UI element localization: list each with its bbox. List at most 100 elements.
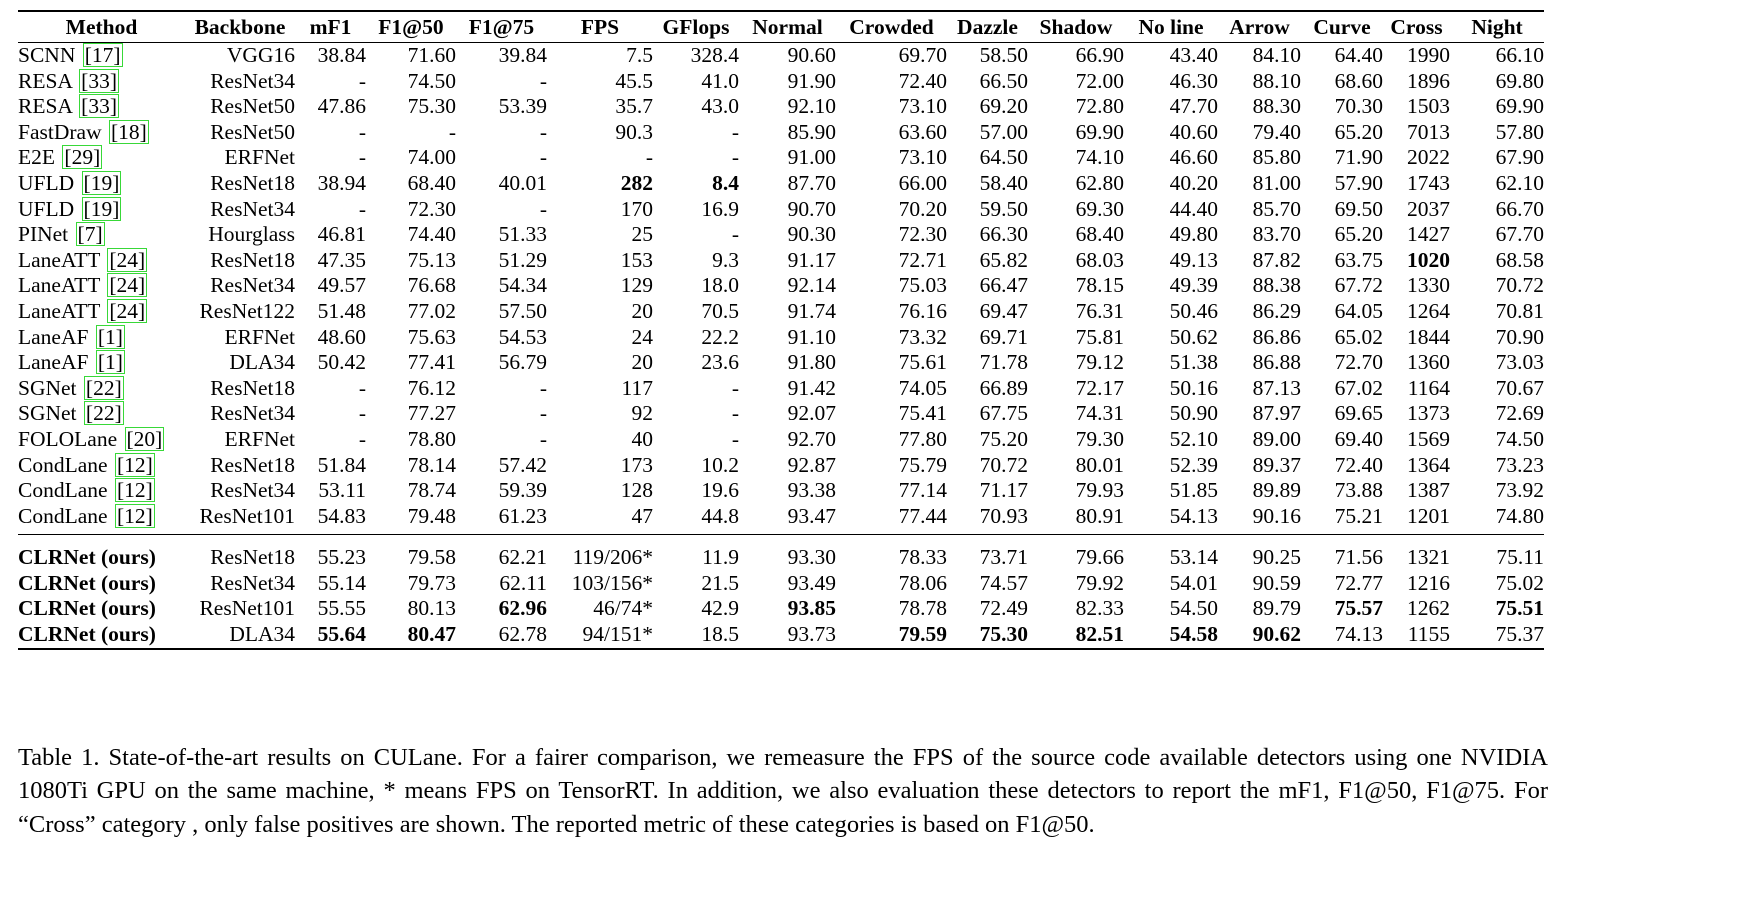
metric-cell: 66.10 [1495, 43, 1544, 67]
metric-cell: 59.50 [979, 196, 1028, 221]
citation-link[interactable]: [22] [83, 375, 124, 400]
metric-cell: - [539, 145, 547, 170]
metric-cell: 73.92 [1495, 478, 1544, 503]
metric-cell: 79.40 [1252, 119, 1301, 144]
metric-cell: 69.71 [979, 324, 1028, 349]
metric-cell: - [539, 68, 547, 93]
metric-cell: 72.30 [407, 196, 456, 221]
metric-cell: 79.66 [1028, 534, 1124, 571]
metric-cell: 71.78 [979, 350, 1028, 375]
method-name: FOLOLane [18, 426, 118, 451]
method-name: E2E [18, 145, 56, 170]
citation-link[interactable]: [1] [95, 324, 125, 349]
method-cell: FastDraw [18] [18, 119, 185, 146]
citation-link[interactable]: [22] [83, 401, 124, 426]
metric-cell: 50.62 [1169, 324, 1218, 349]
citation-link[interactable]: [24] [107, 273, 148, 298]
method-cell: CLRNet (ours) [18, 596, 185, 622]
metric-cell: 91.10 [787, 324, 836, 349]
metric-cell: 75.21 [1334, 503, 1383, 528]
citation-link[interactable]: [7] [75, 222, 105, 247]
citation-link[interactable]: [33] [79, 68, 119, 93]
metric-cell: 119/206* [547, 534, 653, 571]
metric-cell: 58.40 [979, 170, 1028, 195]
metric-cell: 73.23 [1495, 452, 1544, 477]
metric-cell: 22.2 [701, 324, 739, 349]
metric-cell: 93.30 [739, 534, 836, 571]
metric-cell: 71.90 [1334, 145, 1383, 170]
backbone-cell: Hourglass [208, 222, 295, 247]
metric-cell: 1201 [1407, 503, 1450, 528]
method-cell: LaneAF [1] [18, 324, 185, 351]
backbone-cell: ERFNet [224, 324, 295, 349]
method-name: LaneATT [18, 273, 100, 298]
metric-cell: 79.12 [1075, 350, 1124, 375]
metric-cell: 75.79 [898, 452, 947, 477]
backbone-cell: DLA34 [229, 622, 295, 647]
citation-link[interactable]: [20] [124, 426, 165, 451]
metric-cell: 86.88 [1252, 350, 1301, 375]
metric-cell: 80.13 [407, 596, 456, 621]
citation-link[interactable]: [24] [107, 298, 148, 323]
citation-link[interactable]: [19] [81, 170, 122, 195]
metric-cell: 75.30 [407, 94, 456, 119]
table-row: LaneATT [24] ResNet34 49.57 76.68 54.34 129 18… [18, 273, 1544, 299]
citation-link[interactable]: [12] [114, 478, 155, 503]
metric-cell: 66.89 [979, 375, 1028, 400]
metric-cell: 79.92 [1075, 570, 1124, 595]
citation-link[interactable]: [19] [81, 196, 122, 221]
method-cell: PINet [7] [18, 222, 185, 248]
metric-cell: 78.78 [898, 596, 947, 621]
metric-cell: 40 [631, 426, 654, 451]
citation-link[interactable]: [33] [79, 94, 119, 119]
metric-cell: 63.75 [1334, 247, 1383, 272]
method-cell: LaneATT [24] [18, 247, 185, 274]
metric-cell: 51.85 [1169, 478, 1218, 503]
metric-cell: 68.40 [1075, 222, 1124, 247]
metric-cell: 66.90 [1075, 43, 1124, 67]
metric-cell: 79.30 [1075, 426, 1124, 451]
column-header: No line [1138, 15, 1204, 39]
metric-cell: 53.14 [1124, 534, 1218, 571]
metric-cell: 64.05 [1334, 298, 1383, 323]
metric-cell: 68.58 [1495, 247, 1544, 272]
backbone-cell: ResNet34 [210, 401, 295, 426]
method-name: SCNN [18, 43, 76, 67]
backbone-cell: ResNet101 [199, 503, 295, 528]
column-header: F1@50 [378, 15, 444, 39]
metric-cell: - [731, 401, 739, 426]
metric-cell: 90.3 [615, 119, 653, 144]
citation-link[interactable]: [17] [82, 43, 123, 67]
citation-link[interactable]: [12] [114, 503, 155, 528]
metric-cell: 87.70 [787, 170, 836, 195]
citation-link[interactable]: [24] [107, 247, 148, 272]
metric-cell: 1990 [1407, 43, 1450, 67]
metric-cell: 80.91 [1075, 503, 1124, 528]
backbone-cell: ResNet34 [210, 570, 295, 595]
metric-cell: 66.30 [979, 222, 1028, 247]
metric-cell: 75.30 [979, 622, 1028, 647]
metric-cell: 57.00 [979, 119, 1028, 144]
metric-cell: 78.74 [407, 478, 456, 503]
metric-cell: 73.88 [1334, 478, 1383, 503]
metric-cell: 89.89 [1252, 478, 1301, 503]
citation-link[interactable]: [1] [95, 350, 125, 375]
column-header: Shadow [1039, 15, 1113, 39]
metric-cell: 38.94 [317, 170, 366, 195]
metric-cell: 54.01 [1169, 570, 1218, 595]
metric-cell: 61.23 [498, 503, 547, 528]
citation-link[interactable]: [29] [62, 145, 103, 170]
metric-cell: 71.17 [979, 478, 1028, 503]
metric-cell: 1262 [1407, 596, 1450, 621]
results-table: Method Backbone mF1 F1@50 F1@75 FPS GFlops Norm… [18, 10, 1544, 650]
citation-link[interactable]: [12] [114, 452, 155, 477]
citation-link[interactable]: [18] [108, 119, 149, 144]
column-header: Curve [1313, 15, 1371, 39]
metric-cell: 1155 [1407, 622, 1450, 647]
table-row: CondLane [12] ResNet18 51.84 78.14 57.42 173 1… [18, 452, 1544, 479]
metric-cell: 59.39 [498, 478, 547, 503]
metric-cell: 76.31 [1075, 298, 1124, 323]
column-header: mF1 [309, 15, 352, 39]
metric-cell: 1264 [1407, 298, 1450, 323]
metric-cell: 51.48 [317, 298, 366, 323]
